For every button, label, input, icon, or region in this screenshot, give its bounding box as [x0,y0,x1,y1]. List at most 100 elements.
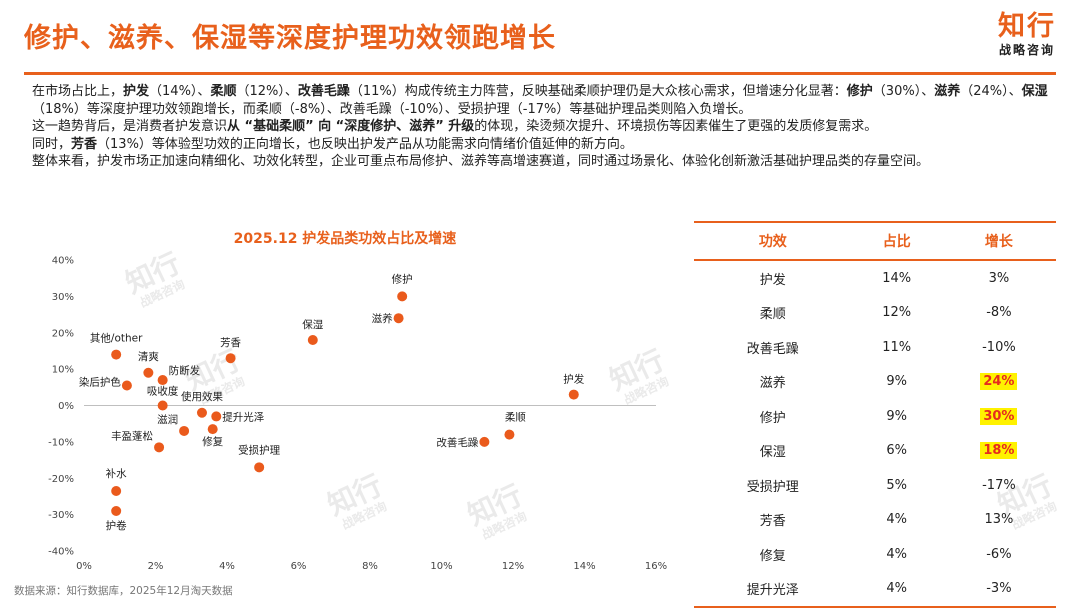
logo-main-text: 知行 [998,11,1056,42]
intro-paragraph-2: 这一趋势背后，是消费者护发意识从 “基础柔顺” 向 “深度修护、滋养” 升级的体… [32,118,1052,136]
cell-efficacy: 护发 [759,272,786,288]
cell-share: 12% [882,305,912,321]
data-point [143,367,154,378]
cell-growth: 24% [942,365,1056,400]
data-point [207,424,218,435]
intro-paragraph-3: 同时，芳香（13%）等体验型功效的正向增长，也反映出护发产品从功能需求向情绪价值… [32,136,1052,154]
scatter-chart: 40%30%20%10%0%-10%-20%-30%-40%0% 2% 4% 6% 8%… [48,256,667,573]
data-point [504,429,515,440]
cell-share: 9% [886,408,908,424]
cell-share: 4% [886,512,908,528]
column-header-share: 占比 [851,221,942,261]
cell-growth: 18% [942,434,1056,469]
highlighted-growth: 18% [980,442,1018,460]
text-segment: （12%）、 [236,84,298,99]
data-point [479,436,490,447]
y-tick-label: 10% [52,365,74,376]
table-row: 保湿 6% 18% [694,434,1056,469]
cell-share: 6% [886,443,908,459]
data-point-label: 修复 [202,435,223,448]
x-tick-label: 4% [219,561,235,572]
data-point-label: 改善毛躁 [436,436,478,449]
title-divider [24,72,1056,75]
y-tick-label: 0% [58,401,74,412]
data-point-label: 滋润 [157,413,178,426]
cell-growth: 13% [984,512,1014,528]
highlighted-growth: 24% [980,373,1018,391]
cell-share: 5% [886,477,908,493]
cell-growth: -8% [986,305,1012,321]
data-point [397,291,408,302]
data-point [111,485,122,496]
text-segment: （30%）、 [872,84,935,99]
data-point [157,400,168,411]
table-row: 提升光泽 4% -3% [694,571,1056,608]
cell-growth: 30% [942,399,1056,434]
cell-growth: -6% [986,546,1012,562]
page-title: 修护、滋养、保湿等深度护理功效领跑增长 [24,23,556,54]
emphasis-text: 从 “基础柔顺” 向 “深度修护、滋养” 升级 [227,119,475,134]
data-source-note: 数据来源：知行数据库，2025年12月淘天数据 [14,585,233,597]
cell-efficacy: 芳香 [759,514,786,530]
data-point-label: 使用效果 [181,390,223,403]
y-tick-label: 20% [52,328,74,339]
cell-growth: -3% [941,571,1056,608]
x-tick-label: 12% [502,561,524,572]
table-row: 护发 14% 3% [694,260,1056,296]
emphasis-text: 滋养 [934,84,961,99]
text-segment: 在市场占比上， [32,84,124,99]
cell-growth: -17% [982,477,1016,493]
cell-share: 4% [886,546,908,562]
cell-efficacy: 改善毛躁 [746,341,799,357]
data-point-label: 染后护色 [79,375,121,388]
y-tick-label: 30% [52,292,74,303]
table-row: 滋养 9% 24% [694,365,1056,400]
cell-share: 4% [851,571,942,608]
cell-efficacy: 柔顺 [759,307,786,323]
data-point-label: 芳香 [220,336,241,349]
data-point-label: 吸收度 [147,385,179,398]
emphasis-text: 护发 [123,84,150,99]
data-point-label: 保湿 [302,318,323,331]
brand-logo: 知行 战略咨询 [998,12,1056,58]
intro-paragraph-4: 整体来看，护发市场正加速向精细化、功效化转型，企业可重点布局修护、滋养等高增速赛… [32,153,1052,171]
text-segment: （11%）构成传统主力阵营，反映基础柔顺护理仍是大众核心需求，但增速分化显著： [349,84,847,99]
table-row: 修护 9% 30% [694,399,1056,434]
data-point-label: 滋养 [372,312,393,325]
data-point-label: 护卷 [106,519,127,532]
emphasis-text: 修护 [846,84,873,99]
data-point-label: 防断发 [169,364,201,377]
emphasis-text: 保湿 [1021,84,1048,99]
data-point-label: 受损护理 [238,443,280,456]
cell-growth: -10% [982,339,1016,355]
text-segment: 整体来看，护发市场正加速向精细化、功效化转型，企业可重点布局修护、滋养等高增速赛… [32,154,930,169]
x-tick-label: 8% [362,561,378,572]
cell-efficacy: 修护 [759,410,786,426]
x-tick-label: 0% [76,561,92,572]
table-header-row: 功效 占比 增长 [694,221,1056,261]
cell-growth: 3% [988,270,1010,286]
x-tick-label: 10% [430,561,452,572]
text-segment: （24%）、 [960,84,1022,99]
emphasis-text: 改善毛躁 [297,84,350,99]
y-tick-label: -10% [48,437,74,448]
data-point [393,313,404,324]
table-row: 改善毛躁 11% -10% [694,330,1056,365]
cell-share: 14% [882,270,912,286]
data-point [111,505,122,516]
data-point [111,349,122,360]
column-header-growth: 增长 [941,221,1056,261]
data-point [254,462,265,473]
data-point [568,389,579,400]
x-tick-label: 16% [645,561,667,572]
emphasis-text: 芳香 [71,136,98,152]
x-tick-label: 2% [148,561,164,572]
table-row: 柔顺 12% -8% [694,296,1056,331]
table-row: 修复 4% -6% [694,537,1056,572]
data-point [196,407,207,418]
cell-share: 11% [882,339,912,355]
table-row: 芳香 4% 13% [694,503,1056,538]
text-segment: （18%）等深度护理功效领跑增长，而柔顺（-8%）、改善毛躁（-10%）、受损护… [32,101,752,117]
text-segment: 这一趋势背后，是消费者护发意识 [32,119,228,134]
highlighted-growth: 30% [980,407,1018,425]
